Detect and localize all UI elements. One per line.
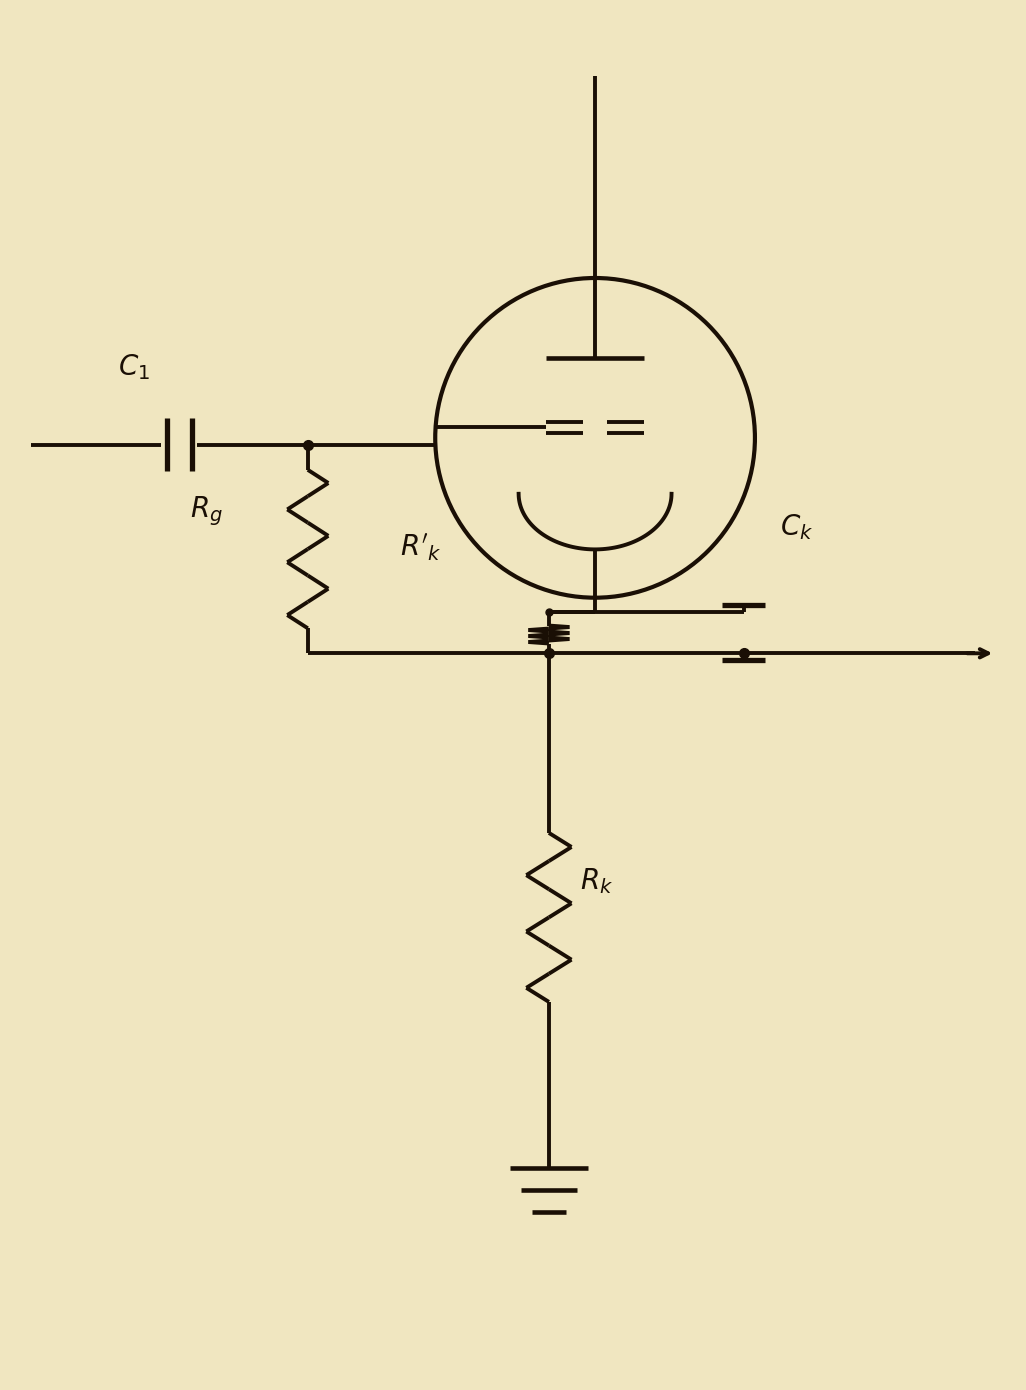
Text: $R_g$: $R_g$ (190, 495, 223, 528)
Text: $C_1$: $C_1$ (118, 352, 150, 382)
Text: $R'_k$: $R'_k$ (400, 532, 442, 563)
Text: $C_k$: $C_k$ (780, 512, 813, 542)
Text: $R_k$: $R_k$ (580, 866, 613, 897)
